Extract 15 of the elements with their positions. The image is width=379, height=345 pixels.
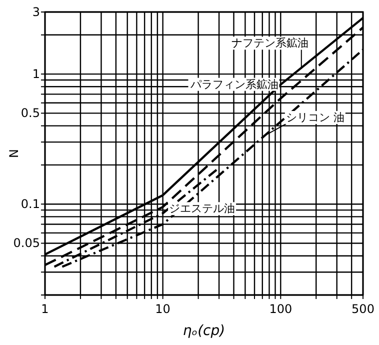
annotation: パラフィン系鉱油 — [189, 78, 278, 91]
y-tick-label: 3 — [32, 5, 40, 19]
annotation: ナフテン系鉱油 — [231, 36, 308, 50]
y-tick-label: 0.05 — [13, 236, 40, 250]
x-axis-title: ηₒ(cp) — [182, 323, 226, 339]
x-tick-label: 10 — [155, 302, 170, 316]
annotation: ジエステル油 — [169, 202, 236, 216]
annotation: シリコン 油 — [286, 110, 344, 124]
y-tick-label: 0.1 — [20, 197, 40, 212]
y-tick-label: 1 — [32, 67, 40, 82]
x-tick-label: 100 — [269, 302, 292, 316]
x-tick-label: 1 — [41, 302, 49, 316]
x-tick-label: 500 — [352, 302, 374, 316]
y-tick-label: 0.5 — [20, 106, 40, 120]
y-axis-title: N — [7, 149, 21, 158]
